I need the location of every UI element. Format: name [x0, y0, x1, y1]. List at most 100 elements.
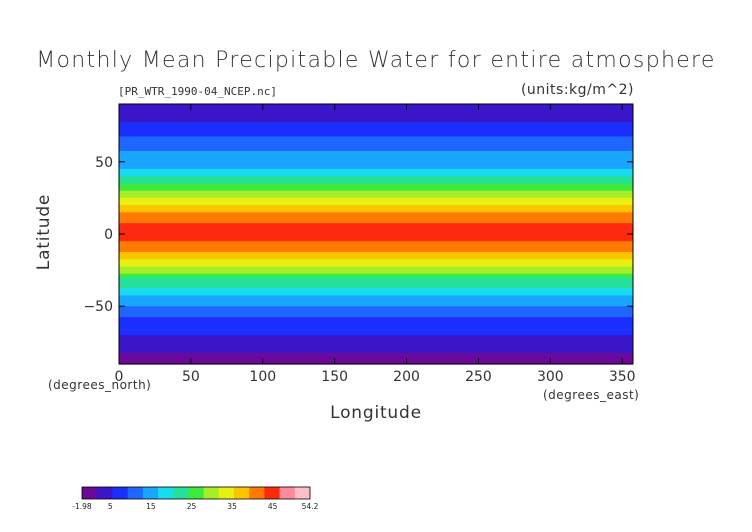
lat-band — [119, 353, 633, 358]
chart-subtitle: [PR_WTR_1990-04_NCEP.nc] — [118, 85, 277, 98]
x-tick-label: 350 — [609, 369, 636, 385]
lat-band — [119, 252, 633, 257]
colorbar-swatch — [249, 487, 265, 499]
colorbar-swatch — [173, 487, 189, 499]
lat-band — [119, 266, 633, 271]
lat-band — [119, 356, 633, 361]
lat-band — [119, 345, 633, 351]
lat-band — [119, 360, 633, 365]
lat-band — [119, 197, 633, 203]
colorbar-swatch — [203, 487, 220, 499]
lat-band — [119, 237, 633, 242]
lat-band — [119, 125, 633, 130]
lat-band — [119, 169, 633, 174]
lat-band — [119, 208, 633, 213]
lat-band — [119, 140, 633, 145]
colorbar-swatch — [264, 487, 281, 499]
x-tick-label: 200 — [393, 369, 420, 385]
lat-band — [119, 129, 633, 134]
lat-band — [119, 215, 633, 221]
x-tick-label: 300 — [537, 369, 564, 385]
y-axis-label: Latitude — [34, 193, 54, 271]
lat-band — [119, 262, 633, 268]
colorbar-swatch — [188, 487, 205, 499]
lat-band — [119, 201, 633, 206]
lat-band — [119, 161, 633, 166]
lat-band — [119, 320, 633, 325]
lat-band — [119, 183, 633, 188]
lat-band — [119, 111, 633, 116]
lat-band — [119, 259, 633, 264]
colorbar-tick-label: 5 — [108, 502, 113, 511]
colorbar-swatch — [82, 487, 98, 499]
lat-band — [119, 226, 633, 231]
lat-band — [119, 230, 633, 235]
y-tick-label: −50 — [83, 299, 113, 315]
colorbar-tick-label: 54.2 — [302, 502, 319, 511]
lat-band — [119, 327, 633, 333]
x-tick-label: 50 — [182, 369, 200, 385]
x-tick-label: 0 — [115, 369, 124, 385]
colorbar-tick-label: 15 — [146, 502, 156, 511]
colorbar-swatch — [142, 487, 159, 499]
lat-band — [119, 273, 633, 278]
lat-band — [119, 270, 633, 275]
lat-band — [119, 277, 633, 282]
lat-band — [119, 241, 633, 246]
lat-band — [119, 176, 633, 181]
lat-band — [119, 147, 633, 152]
colorbar-swatch — [97, 487, 113, 499]
lat-band — [119, 104, 633, 109]
lat-band — [119, 295, 633, 300]
chart-title: Monthly Mean Precipitable Water for enti… — [36, 48, 716, 73]
lat-band — [119, 223, 633, 228]
lat-band — [119, 342, 633, 347]
lat-band — [119, 313, 633, 318]
lat-band — [119, 212, 633, 217]
lat-band — [119, 205, 633, 210]
lat-band — [119, 338, 633, 343]
lat-band — [119, 335, 633, 340]
colorbar-tick-label: 35 — [227, 502, 237, 511]
y-tick-label: 0 — [104, 227, 113, 243]
lat-band — [119, 299, 633, 304]
colorbar-swatch — [234, 487, 250, 499]
lat-band — [119, 291, 633, 296]
lat-band — [119, 302, 633, 307]
lat-band — [119, 280, 633, 286]
x-axis-label: Longitude — [330, 403, 422, 423]
lat-band — [119, 136, 633, 141]
lat-band — [119, 143, 633, 148]
lat-band — [119, 132, 633, 138]
lat-band — [119, 324, 633, 329]
lat-band — [119, 284, 633, 289]
colorbar-tick-label: 25 — [187, 502, 197, 511]
lat-band — [119, 154, 633, 159]
y-units-label: (degrees_east) — [543, 388, 640, 402]
colorbar-swatch — [158, 487, 174, 499]
lat-band — [119, 248, 633, 253]
lat-band — [119, 190, 633, 195]
lat-band — [119, 288, 633, 293]
colorbar-swatch — [127, 487, 144, 499]
lat-band — [119, 150, 633, 156]
lat-band — [119, 306, 633, 311]
lat-band — [119, 255, 633, 260]
lat-band — [119, 317, 633, 322]
x-tick-label: 250 — [465, 369, 492, 385]
lat-band — [119, 309, 633, 315]
x-tick-label: 100 — [249, 369, 276, 385]
lat-band — [119, 244, 633, 250]
lat-band — [119, 114, 633, 120]
lat-band — [119, 165, 633, 170]
lat-band — [119, 234, 633, 239]
lat-band — [119, 172, 633, 177]
units-label: (units:kg/m^2) — [520, 82, 634, 98]
colorbar-swatch — [112, 487, 129, 499]
lat-band — [119, 118, 633, 123]
colorbar-swatch — [218, 487, 235, 499]
lat-band — [119, 219, 633, 224]
colorbar-frame — [81, 486, 311, 500]
